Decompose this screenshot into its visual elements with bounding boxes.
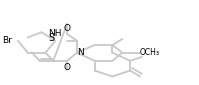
- Text: NH: NH: [48, 29, 61, 39]
- Text: S: S: [48, 33, 55, 43]
- Text: Br: Br: [2, 36, 12, 45]
- Text: OCH₃: OCH₃: [140, 48, 160, 57]
- Text: N: N: [77, 48, 84, 57]
- Text: O: O: [64, 24, 71, 33]
- Text: O: O: [64, 63, 71, 72]
